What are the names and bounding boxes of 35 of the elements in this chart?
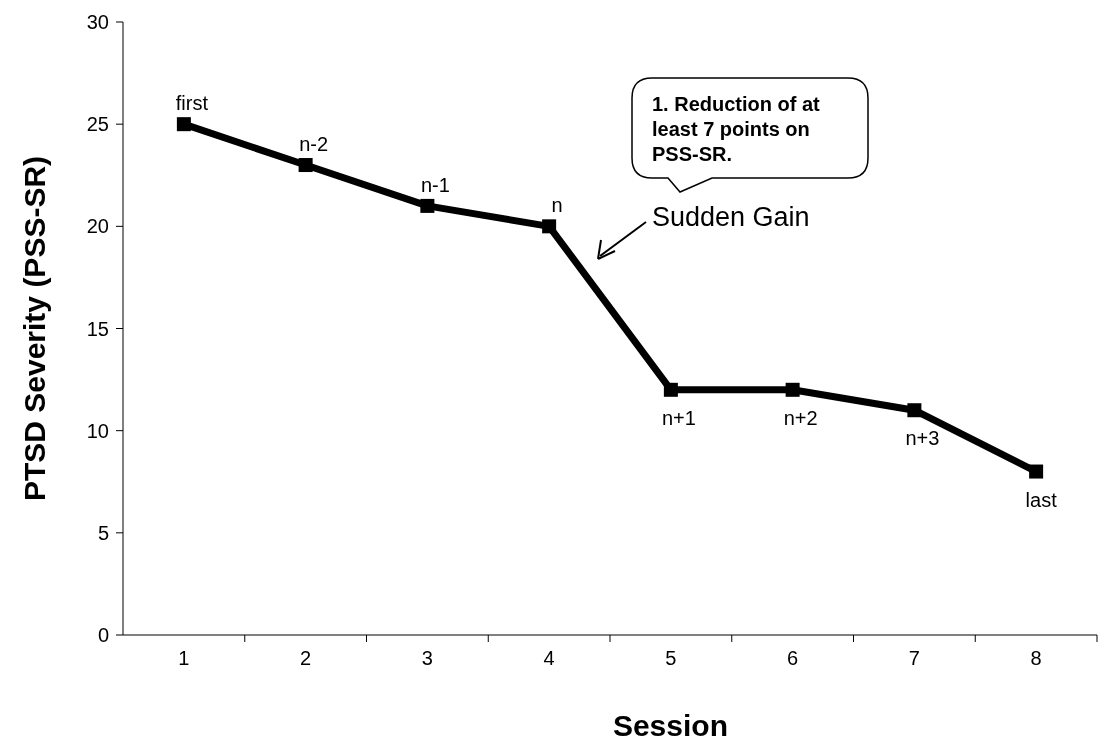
annotation: n-2	[299, 133, 329, 156]
x-tick-label: 6	[787, 647, 799, 669]
point	[298, 158, 313, 173]
y-tick-label: 0	[97, 624, 109, 646]
x-tick-label: 7	[908, 647, 920, 669]
y-tick-label: 10	[86, 419, 109, 442]
annotation: first	[175, 92, 209, 115]
y-axis-title: PTSD Severity (PSS-SR)	[18, 155, 51, 502]
y-tick-label: 15	[86, 317, 109, 340]
point	[907, 403, 922, 418]
y-tick-label: 20	[86, 215, 109, 238]
annotation: n+2	[783, 406, 818, 429]
point	[176, 117, 191, 132]
y-tick-label: 30	[86, 11, 109, 33]
y-tick-label: 25	[86, 113, 109, 136]
point	[663, 382, 678, 397]
annotation: n	[551, 194, 563, 217]
x-tick-label: 2	[300, 647, 312, 669]
annotation: n+3	[905, 427, 940, 450]
x-tick-label: 8	[1030, 647, 1042, 669]
point	[542, 219, 557, 234]
annotation: 1. Reduction of at least 7 points on PSS-SR.	[652, 93, 821, 165]
point	[785, 382, 800, 397]
annotation: last	[1025, 488, 1058, 511]
x-tick-label: 1	[178, 647, 190, 669]
point	[420, 198, 435, 213]
annotation: Sudden Gain	[652, 202, 810, 232]
annotation: n-1	[420, 173, 450, 196]
x-tick-label: 4	[543, 647, 555, 669]
point	[1029, 464, 1044, 479]
x-axis-title: Session	[612, 709, 728, 742]
x-tick-label: 3	[421, 647, 433, 669]
y-tick-label: 5	[97, 521, 109, 544]
annotation: n+1	[661, 406, 696, 429]
x-tick-label: 5	[665, 647, 677, 669]
